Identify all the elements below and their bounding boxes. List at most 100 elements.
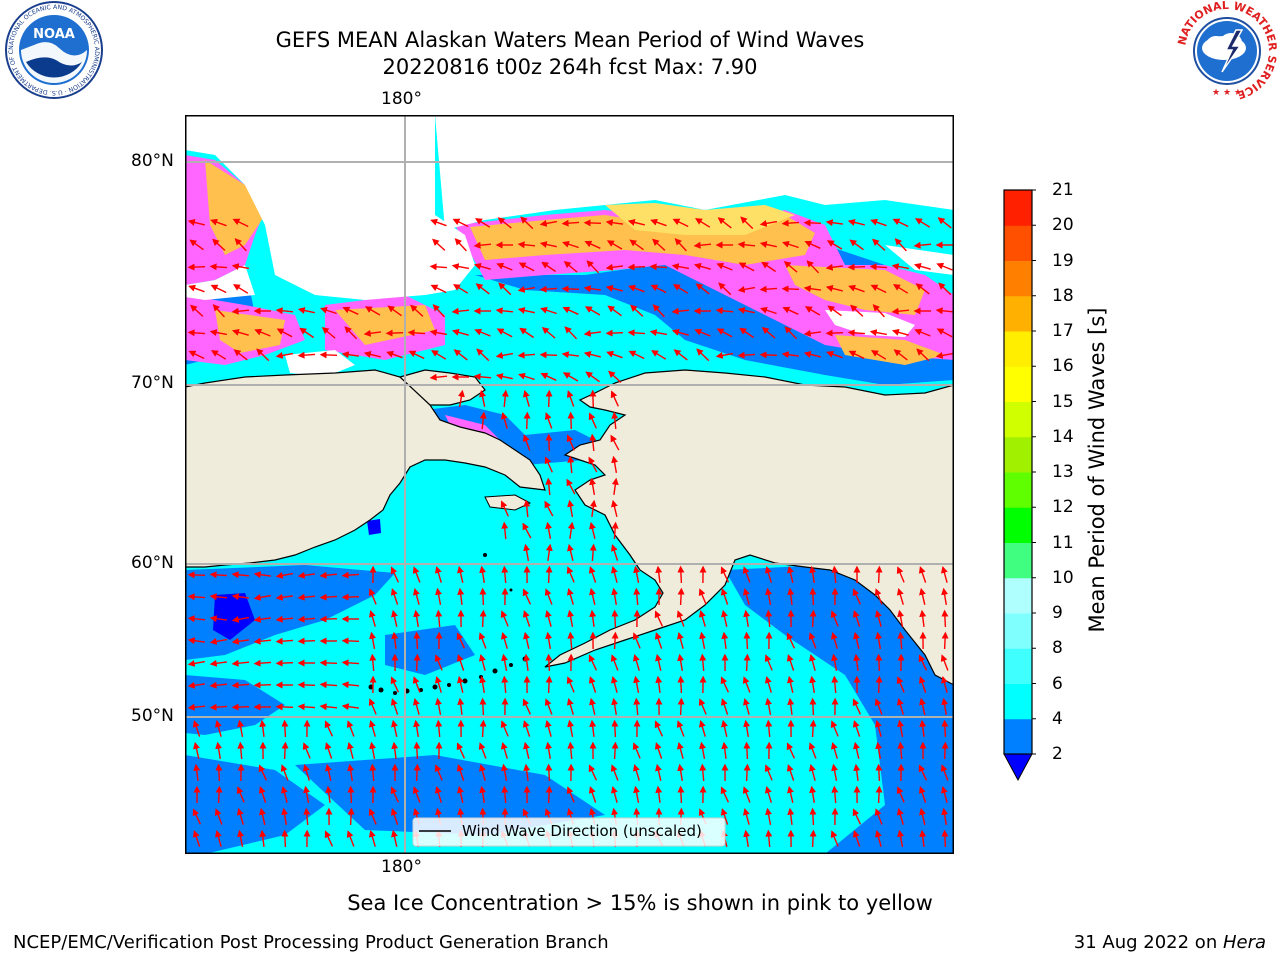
wind-wave-arrow — [562, 240, 579, 249]
colorbar-tick-label: 16 — [1052, 356, 1074, 377]
wind-wave-arrow — [720, 566, 730, 583]
wind-wave-arrow — [610, 785, 618, 803]
wind-wave-arrow — [567, 411, 575, 430]
colorbar-tick-label: 18 — [1052, 285, 1074, 306]
wind-wave-arrow — [209, 329, 228, 337]
wind-wave-arrow — [897, 829, 904, 848]
wind-wave-arrow — [740, 216, 754, 230]
wind-wave-arrow — [522, 588, 532, 605]
wind-wave-arrow — [588, 456, 598, 473]
wind-wave-arrow — [541, 261, 556, 273]
colorbar-tick-label: 8 — [1052, 638, 1063, 659]
colorbar-segment — [1004, 507, 1032, 543]
wind-wave-arrow — [320, 306, 337, 315]
wind-wave-arrow — [583, 219, 602, 227]
wind-wave-arrow — [743, 653, 751, 672]
wind-wave-arrow — [737, 307, 755, 314]
wind-wave-arrow — [760, 306, 777, 315]
wind-wave-arrow — [319, 703, 338, 711]
wind-wave-arrow — [192, 830, 201, 847]
wind-wave-arrow — [896, 566, 905, 583]
wind-wave-arrow — [830, 610, 839, 627]
wind-wave-arrow — [809, 609, 817, 628]
wind-wave-arrow — [390, 588, 399, 605]
wind-wave-arrow — [649, 263, 668, 271]
wind-wave-arrow — [586, 260, 600, 274]
wind-wave-arrow — [451, 328, 469, 336]
wind-wave-arrow — [346, 830, 355, 847]
wind-wave-arrow — [385, 329, 404, 337]
wind-wave-arrow — [413, 763, 421, 782]
wind-wave-arrow — [454, 238, 467, 252]
wind-wave-arrow — [495, 351, 514, 359]
wind-wave-arrow — [391, 741, 399, 759]
wind-wave-arrow — [297, 593, 316, 601]
wind-wave-arrow — [545, 763, 553, 782]
wind-wave-arrow — [517, 307, 535, 314]
wind-wave-arrow — [759, 285, 778, 293]
wind-wave-arrow — [803, 285, 821, 293]
wind-wave-arrow — [237, 741, 245, 760]
wind-wave-arrow — [676, 610, 685, 627]
wind-wave-arrow — [610, 675, 618, 693]
wind-wave-arrow — [759, 351, 778, 359]
wind-wave-arrow — [253, 615, 271, 623]
wind-wave-arrow — [501, 785, 509, 804]
wind-wave-arrow — [475, 218, 491, 228]
wind-wave-arrow — [870, 284, 887, 294]
wind-wave-arrow — [848, 284, 865, 293]
wind-wave-arrow — [588, 654, 598, 671]
wind-wave-arrow — [478, 632, 487, 649]
wind-wave-arrow — [391, 609, 398, 627]
wind-wave-arrow — [720, 588, 729, 605]
wind-wave-arrow — [742, 786, 751, 803]
wind-wave-arrow — [830, 741, 838, 759]
wind-wave-arrow — [540, 306, 557, 315]
wind-wave-arrow — [412, 786, 421, 803]
wind-wave-arrow — [474, 328, 491, 337]
wind-wave-arrow — [231, 328, 249, 336]
wind-wave-arrow — [431, 350, 447, 360]
wind-wave-arrow — [347, 763, 355, 782]
wind-wave-arrow — [412, 697, 420, 715]
wind-wave-arrow — [281, 807, 289, 826]
wind-wave-arrow — [633, 697, 641, 716]
wind-wave-arrow — [523, 741, 530, 759]
wind-wave-arrow — [589, 697, 596, 715]
wind-wave-arrow — [672, 218, 689, 228]
wind-wave-arrow — [209, 615, 227, 623]
wind-wave-arrow — [673, 349, 688, 361]
wind-wave-arrow — [231, 681, 250, 689]
wind-wave-arrow — [369, 763, 377, 782]
wind-wave-arrow — [847, 263, 866, 271]
colorbar-segment — [1004, 190, 1032, 226]
wind-wave-arrow — [787, 587, 795, 605]
wind-wave-arrow — [523, 543, 531, 562]
wind-wave-arrow — [209, 659, 227, 667]
wind-wave-arrow — [231, 307, 250, 315]
wind-wave-arrow — [737, 285, 756, 293]
wind-wave-arrow — [610, 654, 619, 671]
wind-wave-arrow — [610, 390, 619, 407]
wind-wave-arrow — [342, 306, 359, 315]
wind-wave-arrow — [500, 720, 509, 737]
wind-wave-arrow — [187, 703, 206, 711]
wind-wave-arrow — [673, 284, 689, 294]
wind-wave-arrow — [583, 329, 601, 337]
wind-wave-arrow — [809, 719, 817, 738]
wind-wave-arrow — [457, 675, 464, 693]
colorbar-segment — [1004, 295, 1032, 332]
wind-wave-arrow — [588, 566, 597, 583]
wind-wave-arrow — [847, 219, 865, 226]
wind-wave-arrow — [676, 720, 685, 737]
wind-wave-arrow — [676, 631, 684, 649]
wind-wave-arrow — [743, 631, 751, 650]
wind-wave-arrow — [852, 808, 862, 825]
wind-wave-arrow — [720, 786, 730, 803]
wind-wave-arrow — [610, 565, 618, 583]
wind-wave-arrow — [567, 609, 574, 628]
wind-wave-arrow — [874, 829, 882, 847]
wind-wave-arrow — [897, 631, 905, 650]
wind-wave-arrow — [583, 351, 601, 358]
wind-wave-arrow — [567, 741, 575, 760]
